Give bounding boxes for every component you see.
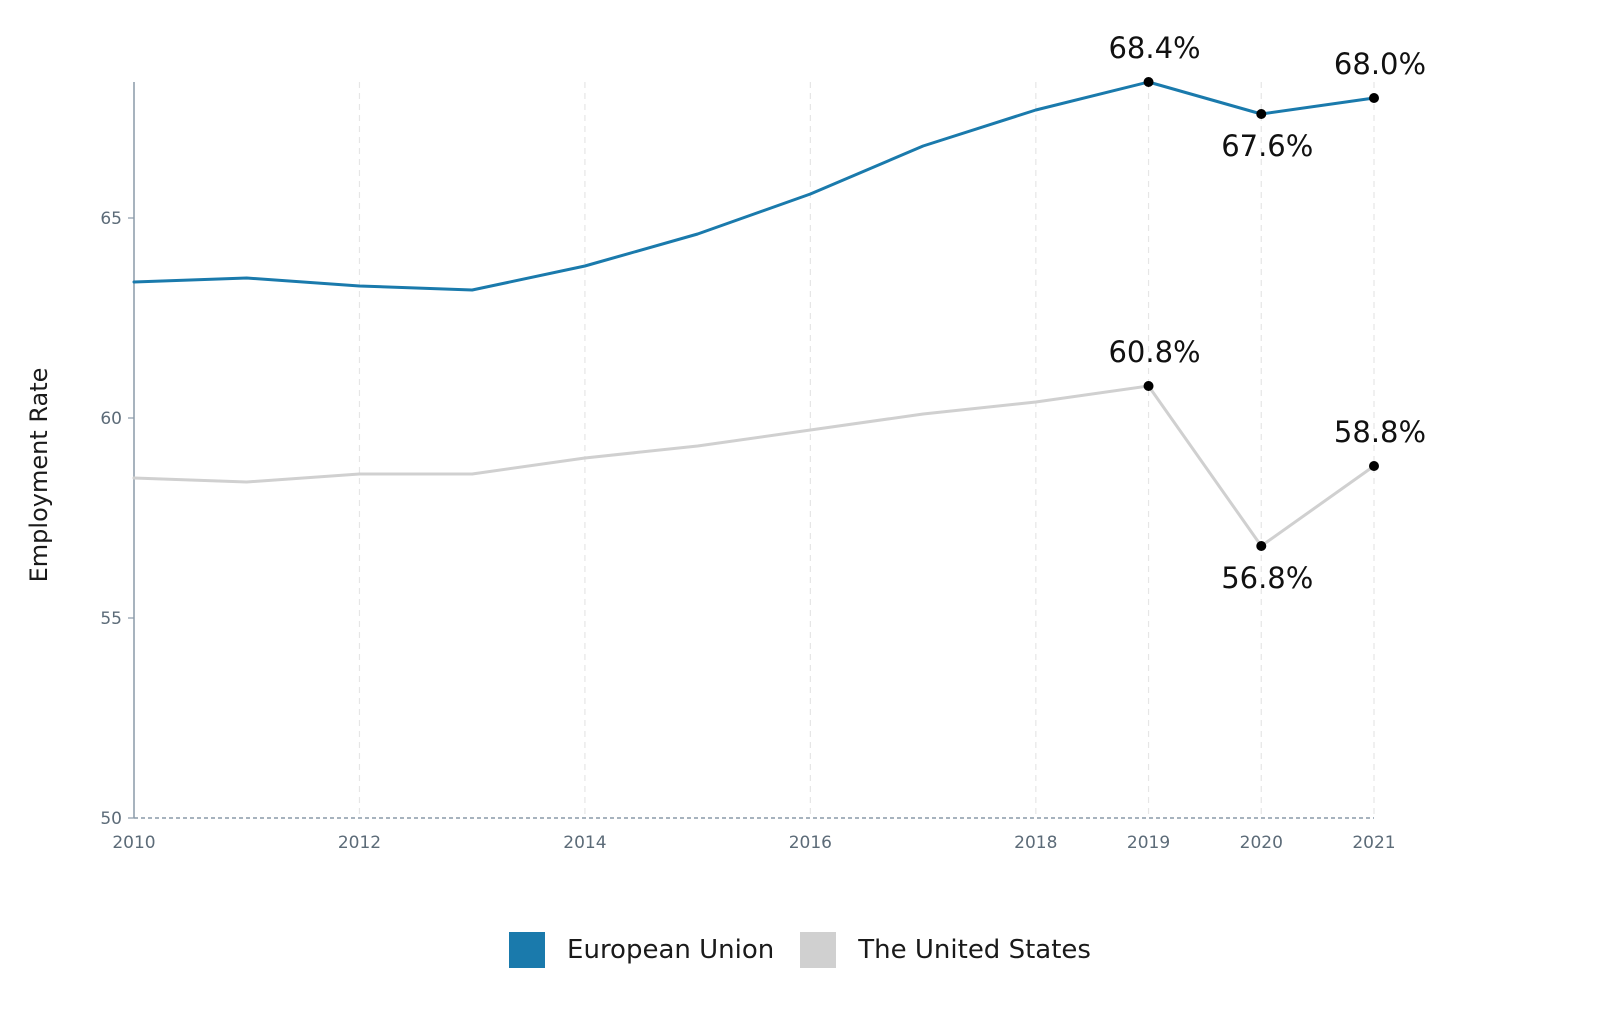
series-line-the-united-states bbox=[132, 384, 1376, 548]
data-label-the-united-states-2020: 56.8% bbox=[1221, 561, 1313, 595]
axes bbox=[133, 82, 1374, 819]
y-tick-label-50: 50 bbox=[100, 809, 122, 829]
data-point-european-union-2021 bbox=[1369, 93, 1379, 103]
data-label-european-union-2020: 67.6% bbox=[1221, 129, 1313, 163]
x-tick-label-2021: 2021 bbox=[1352, 833, 1395, 853]
data-label-the-united-states-2021: 58.8% bbox=[1334, 415, 1426, 449]
legend: European Union The United States bbox=[0, 932, 1600, 968]
series-line-european-union bbox=[132, 80, 1376, 292]
data-point-european-union-2020 bbox=[1256, 109, 1267, 119]
data-label-european-union-2021: 68.0% bbox=[1334, 47, 1426, 81]
legend-label-european-union: European Union bbox=[567, 935, 775, 965]
legend-swatch-united-states bbox=[800, 932, 837, 968]
data-labels: 68.4% 67.6% 68.0% 60.8% 56.8% 58.8% bbox=[1108, 31, 1426, 595]
y-tick-label-60: 60 bbox=[100, 409, 122, 429]
x-tick-label-2016: 2016 bbox=[789, 833, 832, 853]
x-tick-label-2020: 2020 bbox=[1240, 833, 1283, 853]
data-point-the-united-states-2019 bbox=[1143, 381, 1154, 391]
data-point-european-union-2019 bbox=[1143, 77, 1154, 87]
series-lines bbox=[132, 80, 1376, 548]
y-axis-title: Employment Rate bbox=[25, 368, 53, 583]
data-label-the-united-states-2019: 60.8% bbox=[1108, 335, 1200, 369]
x-tick-label-2018: 2018 bbox=[1014, 833, 1057, 853]
legend-swatch-european-union bbox=[509, 932, 546, 968]
y-tick-label-55: 55 bbox=[100, 609, 122, 629]
y-tick-label-65: 65 bbox=[100, 209, 122, 229]
data-point-the-united-states-2020 bbox=[1256, 541, 1267, 551]
legend-item-united-states: The United States bbox=[800, 932, 1091, 968]
x-tick-label-2010: 2010 bbox=[112, 833, 155, 853]
x-tick-label-2014: 2014 bbox=[563, 833, 606, 853]
data-label-european-union-2019: 68.4% bbox=[1108, 31, 1200, 65]
data-points bbox=[1143, 77, 1379, 551]
legend-label-united-states: The United States bbox=[858, 935, 1091, 965]
data-point-the-united-states-2021 bbox=[1369, 461, 1379, 471]
grid-lines bbox=[358, 82, 1375, 818]
legend-item-european-union: European Union bbox=[509, 932, 774, 968]
x-tick-label-2019: 2019 bbox=[1127, 833, 1170, 853]
tick-labels: 2010 2012 2014 2016 2018 2019 2020 2021 50 55 60 65 bbox=[100, 209, 1395, 853]
x-tick-label-2012: 2012 bbox=[338, 833, 381, 853]
